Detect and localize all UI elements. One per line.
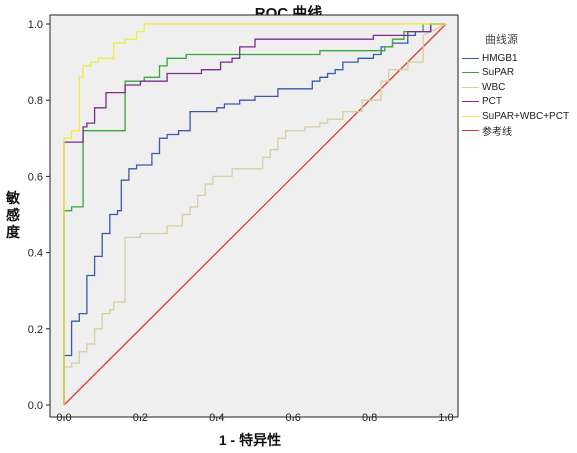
legend-title: 曲线源 [485,34,518,46]
legend-label-5: 参考线 [482,127,512,138]
y-tick-label-1: 0.2 [28,324,43,336]
x-axis-label: 1 - 特异性 [218,432,282,448]
x-tick-label-4: 0.8 [362,412,377,424]
legend-swatch-4 [462,115,479,117]
legend-item-4: SuPAR+WBC+PCT [462,109,569,123]
y-tick-label-0: 0.0 [28,400,43,412]
legend-swatch-1 [462,72,479,73]
legend-label-0: HMGB1 [482,52,518,64]
x-tick-label-1: 0.2 [133,412,148,424]
series-line-3 [63,23,446,405]
series-line-2 [63,23,447,405]
y-tick-label-4: 0.8 [28,95,43,107]
legend-item-3: PCT [462,95,502,109]
legend-label-4: SuPAR+WBC+PCT [482,110,570,122]
legend-swatch-5 [462,130,479,131]
legend-label-3: PCT [482,96,502,107]
legend-item-5: 参考线 [462,124,512,138]
x-tick-label-2: 0.4 [209,412,224,424]
y-tick-label-2: 0.4 [28,248,43,260]
legend-item-0: HMGB1 [462,51,518,65]
y-tick-label-3: 0.6 [28,171,43,183]
series-line-1 [63,23,446,405]
series-line-5 [63,23,447,406]
x-tick-label-5: 1.0 [438,412,453,424]
legend-item-1: SuPAR [462,66,514,80]
legend-swatch-2 [462,86,479,88]
series-line-0 [63,23,446,405]
series-line-4 [63,23,446,405]
legend-label-2: WBC [482,81,506,93]
legend-label-1: SuPAR [482,67,515,78]
legend-swatch-3 [462,101,479,102]
y-axis-label: 敏感度 [6,190,20,240]
legend-swatch-0 [462,57,479,59]
x-tick-label-3: 0.6 [286,412,301,424]
legend-item-2: WBC [462,80,505,94]
x-tick-label-0: 0.0 [56,412,71,424]
y-tick-label-5: 1.0 [28,19,43,31]
